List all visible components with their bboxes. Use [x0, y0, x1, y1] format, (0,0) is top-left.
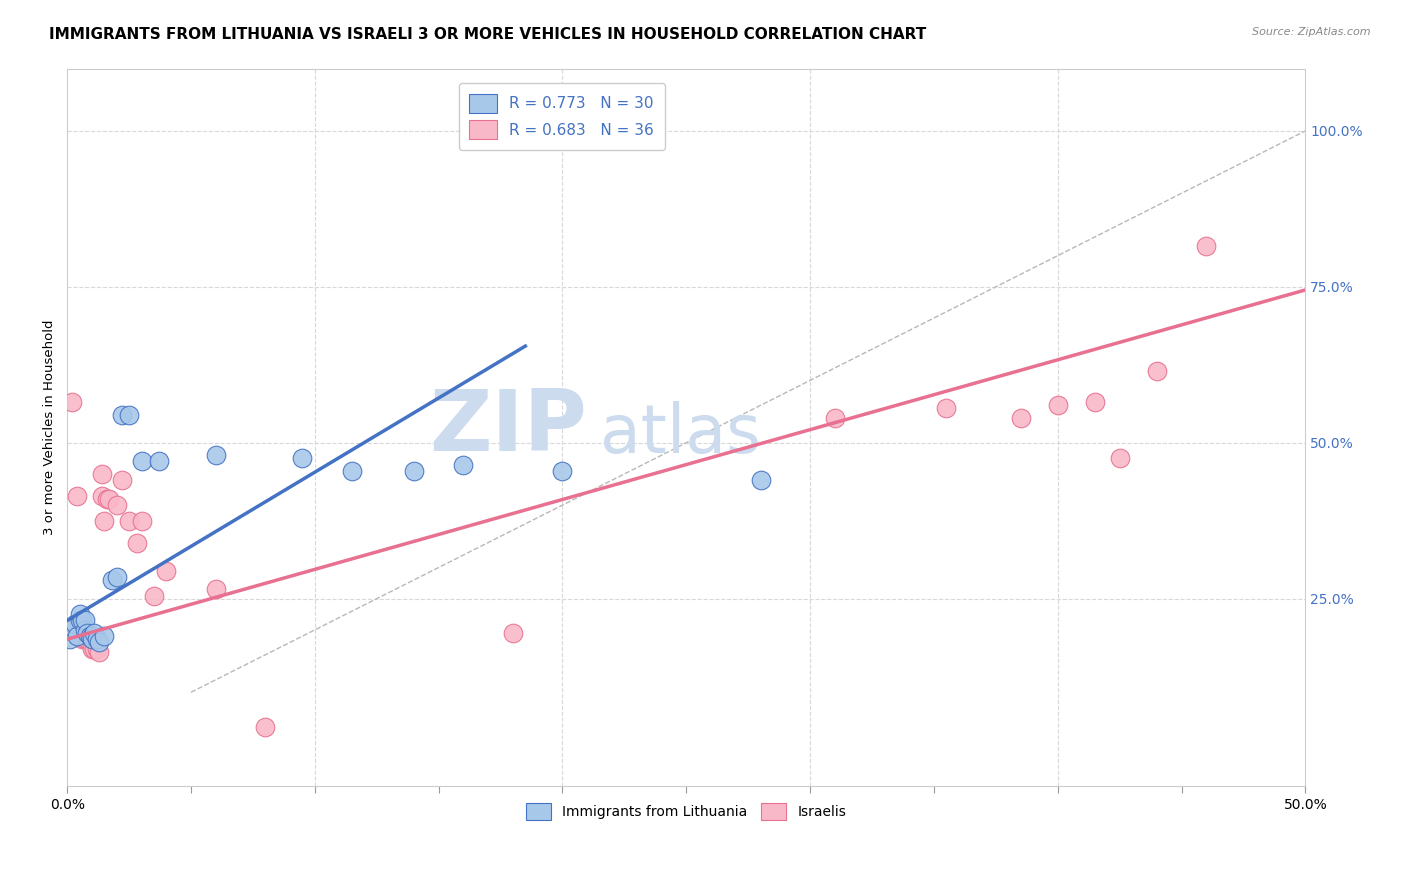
- Point: [60, 620, 83, 634]
- Point: [935, 401, 957, 416]
- Point: [66, 489, 89, 503]
- Point: [254, 719, 277, 733]
- Point: [125, 535, 148, 549]
- Point: [105, 498, 128, 512]
- Point: [63, 616, 86, 631]
- Point: [402, 464, 425, 478]
- Point: [93, 629, 115, 643]
- Point: [69, 616, 91, 631]
- Point: [79, 629, 101, 643]
- Point: [551, 464, 574, 478]
- Legend: Immigrants from Lithuania, Israelis: Immigrants from Lithuania, Israelis: [520, 797, 852, 825]
- Point: [1046, 398, 1069, 412]
- Point: [76, 626, 98, 640]
- Point: [98, 491, 121, 506]
- Point: [66, 629, 89, 643]
- Point: [131, 454, 153, 468]
- Text: Source: ZipAtlas.com: Source: ZipAtlas.com: [1253, 27, 1371, 37]
- Point: [80, 641, 103, 656]
- Point: [70, 632, 93, 647]
- Point: [1010, 410, 1032, 425]
- Point: [96, 491, 118, 506]
- Point: [89, 635, 111, 649]
- Point: [80, 639, 103, 653]
- Point: [90, 467, 112, 481]
- Y-axis label: 3 or more Vehicles in Household: 3 or more Vehicles in Household: [44, 319, 56, 535]
- Point: [83, 626, 105, 640]
- Point: [155, 564, 177, 578]
- Point: [60, 395, 83, 409]
- Point: [824, 410, 846, 425]
- Point: [69, 607, 91, 622]
- Point: [111, 408, 134, 422]
- Point: [90, 489, 112, 503]
- Point: [89, 645, 111, 659]
- Point: [79, 629, 101, 643]
- Point: [73, 632, 96, 647]
- Point: [340, 464, 363, 478]
- Point: [131, 514, 153, 528]
- Point: [118, 408, 141, 422]
- Point: [204, 448, 226, 462]
- Point: [83, 641, 105, 656]
- Point: [291, 451, 314, 466]
- Point: [749, 473, 772, 487]
- Point: [93, 514, 115, 528]
- Point: [204, 582, 226, 597]
- Text: ZIP: ZIP: [429, 385, 588, 468]
- Point: [148, 454, 170, 468]
- Point: [86, 632, 108, 647]
- Point: [453, 458, 475, 472]
- Point: [1084, 395, 1107, 409]
- Point: [111, 473, 134, 487]
- Point: [1146, 364, 1168, 378]
- Point: [105, 570, 128, 584]
- Point: [70, 614, 93, 628]
- Text: atlas: atlas: [599, 401, 761, 467]
- Point: [59, 632, 82, 647]
- Point: [118, 514, 141, 528]
- Text: IMMIGRANTS FROM LITHUANIA VS ISRAELI 3 OR MORE VEHICLES IN HOUSEHOLD CORRELATION: IMMIGRANTS FROM LITHUANIA VS ISRAELI 3 O…: [49, 27, 927, 42]
- Point: [101, 573, 124, 587]
- Point: [73, 623, 96, 637]
- Point: [73, 614, 96, 628]
- Point: [70, 626, 93, 640]
- Point: [80, 632, 103, 647]
- Point: [86, 641, 108, 656]
- Point: [142, 589, 165, 603]
- Point: [76, 632, 98, 647]
- Point: [502, 626, 524, 640]
- Point: [69, 614, 91, 628]
- Point: [1108, 451, 1130, 466]
- Point: [80, 629, 103, 643]
- Point: [1195, 239, 1218, 253]
